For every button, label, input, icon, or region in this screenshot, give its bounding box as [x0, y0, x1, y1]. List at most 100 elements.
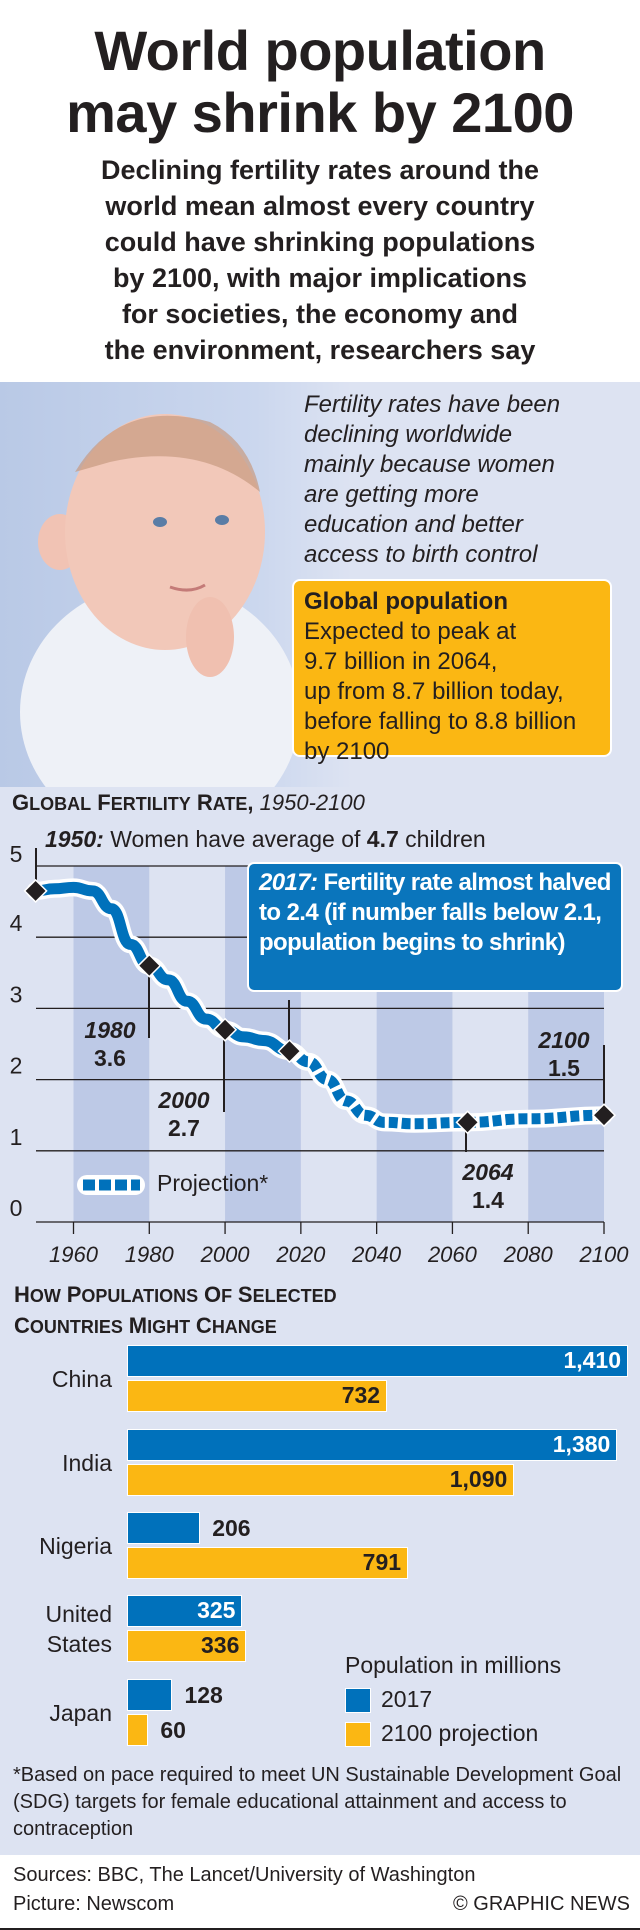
global-population-box: Global population Expected to peak at 9.…	[292, 579, 612, 765]
bar-india-2017: 1,380	[127, 1429, 618, 1461]
country-label: United States	[45, 1601, 112, 1657]
bar-value-label: 206	[212, 1515, 251, 1541]
annotation-2017-callout: 2017: Fertility rate almost halved to 2.…	[247, 862, 623, 992]
annotation-year: 2000	[158, 1087, 210, 1113]
intro-line: Fertility rates have been	[304, 391, 561, 418]
sources: Sources: BBC, The Lancet/University of W…	[13, 1864, 476, 1886]
infobox-line: up from 8.7 billion today,	[304, 678, 564, 705]
x-tick-label: 2060	[427, 1242, 478, 1267]
bar-title-line: COUNTRIES MIGHT CHANGE	[14, 1313, 277, 1338]
annotation-text: Women have average of	[103, 826, 367, 852]
bar-title-line: HOW POPULATIONS OF SELECTED	[14, 1282, 337, 1307]
legend-label-2100: 2100 projection	[381, 1720, 539, 1746]
legend-swatch-2017	[345, 1688, 371, 1713]
country-label: China	[51, 1366, 112, 1392]
bar-value-label: 325	[197, 1597, 236, 1623]
annotation-value: 1.4	[472, 1187, 504, 1213]
annotation-value: 3.6	[94, 1045, 126, 1071]
infobox-line: Expected to peak at	[304, 618, 517, 645]
bar-india-2100: 1,090	[127, 1464, 515, 1496]
annotation-year: 2064	[462, 1159, 514, 1185]
intro-line: mainly because women	[304, 451, 555, 478]
x-tick-label: 2020	[275, 1242, 326, 1267]
fertility-chart-title: GLOBAL FERTILITY RATE, 1950-2100	[12, 790, 365, 815]
bar-value-label: 732	[341, 1382, 381, 1408]
bar-value-label: 60	[160, 1717, 186, 1743]
subtitle-line: the environment, researchers say	[104, 335, 536, 365]
x-tick-label: 2080	[503, 1242, 554, 1267]
annotation-2064: 2064 1.4	[456, 1158, 520, 1214]
data-point-marker	[23, 878, 48, 903]
bar-united-states-2100: 336	[127, 1630, 247, 1662]
bar-value-label: 1,090	[449, 1466, 508, 1492]
data-point-marker	[591, 1103, 617, 1128]
annotation-2000: 2000 2.7	[152, 1086, 216, 1142]
bar-japan-2100	[127, 1714, 149, 1746]
y-tick-label: 0	[10, 1195, 23, 1221]
annotation-text: Fertility rate almost halved to 2.4 (if …	[259, 869, 611, 956]
bar-value-label: 336	[201, 1632, 240, 1658]
bar-united-states-2017: 325	[127, 1595, 243, 1627]
legend-swatch-2100	[345, 1722, 371, 1747]
bar-nigeria-2100: 791	[127, 1547, 409, 1579]
infobox-heading: Global population	[304, 588, 508, 615]
x-tick-label: 1960	[49, 1242, 99, 1267]
infobox-line: by 2100	[304, 738, 390, 765]
y-tick-label: 1	[10, 1124, 23, 1150]
picture-credit: Picture: Newscom	[13, 1893, 175, 1915]
subtitle-line: could have shrinking populations	[104, 227, 536, 257]
header-background	[0, 0, 640, 382]
legend-projection-label: Projection*	[157, 1170, 269, 1196]
annotation-2100: 2100 1.5	[532, 1026, 596, 1082]
country-label: Nigeria	[39, 1533, 112, 1559]
footnote: *Based on pace required to meet UN Susta…	[13, 1764, 622, 1840]
subtitle: Declining fertility rates around the wor…	[0, 152, 640, 368]
annotation-1950: 1950: Women have average of 4.7 children	[45, 826, 486, 853]
subtitle-line: world mean almost every country	[105, 191, 535, 221]
intro-line: education and better	[304, 511, 523, 538]
legend-label-2017: 2017	[381, 1686, 433, 1712]
footer	[0, 1855, 640, 1930]
x-tick-label: 2100	[579, 1242, 630, 1267]
data-point-marker	[277, 1039, 302, 1064]
intro-line: declining worldwide	[304, 421, 513, 448]
bar-chart-title: HOW POPULATIONS OF SELECTED COUNTRIES MI…	[14, 1280, 337, 1342]
title-line: World population	[94, 19, 546, 82]
bar-value-label: 1,380	[552, 1431, 611, 1457]
x-tick-label: 1980	[125, 1242, 175, 1267]
subtitle-line: for societies, the economy and	[121, 299, 519, 329]
chart-title-text: GLOBAL FERTILITY RATE	[12, 790, 248, 815]
subtitle-line: Declining fertility rates around the	[100, 155, 540, 185]
bar-value-label: 791	[362, 1549, 402, 1575]
country-label: Japan	[49, 1700, 112, 1726]
infobox-line: 9.7 billion in 2064,	[304, 648, 498, 675]
baby-illustration	[20, 414, 300, 787]
legend-title: Population in millions	[345, 1652, 562, 1678]
annotation-value: 1.5	[548, 1055, 580, 1081]
y-tick-label: 5	[10, 841, 23, 867]
annotation-value: 4.7	[366, 826, 399, 852]
y-tick-label: 3	[10, 981, 23, 1007]
intro-text: Fertility rates have been declining worl…	[304, 390, 634, 570]
page-title: World population may shrink by 2100	[0, 20, 640, 144]
bar-value-label: 128	[184, 1682, 223, 1708]
title-line: may shrink by 2100	[66, 81, 574, 144]
annotation-year: 2100	[538, 1027, 590, 1053]
annotation-year: 1950:	[45, 826, 104, 852]
intro-line: are getting more	[304, 481, 479, 508]
data-point-marker	[137, 953, 162, 978]
annotation-year: 1980	[84, 1017, 136, 1043]
chart-title-range: 1950-2100	[259, 790, 365, 815]
bar-china-2100: 732	[127, 1380, 388, 1412]
bar-value-label: 1,410	[563, 1347, 621, 1373]
y-tick-label: 2	[10, 1053, 23, 1079]
data-point-marker	[213, 1017, 238, 1042]
bar-china-2017: 1,410	[127, 1345, 628, 1377]
annotation-1980: 1980 3.6	[78, 1016, 142, 1072]
fertility-line-projection	[288, 1045, 605, 1130]
infobox-line: before falling to 8.8 billion	[304, 708, 577, 735]
y-tick-label: 4	[10, 910, 23, 936]
x-tick-label: 2000	[200, 1242, 251, 1267]
intro-line: access to birth control	[304, 541, 538, 568]
bar-nigeria-2017	[127, 1512, 201, 1544]
